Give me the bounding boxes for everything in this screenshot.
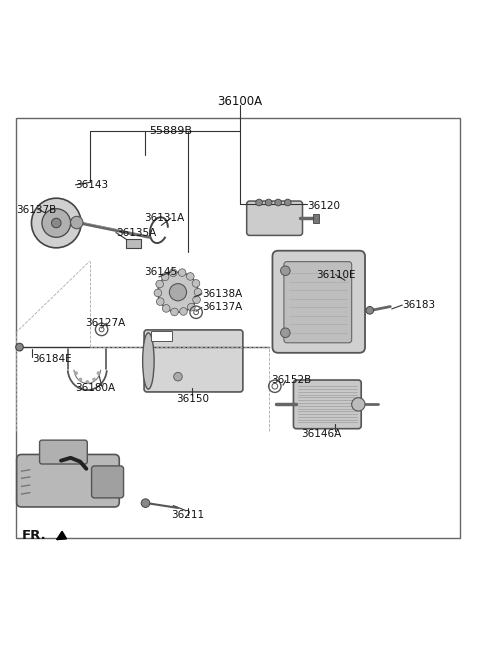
Text: 36180A: 36180A [75, 382, 116, 393]
FancyBboxPatch shape [151, 331, 172, 341]
Circle shape [174, 373, 182, 381]
Circle shape [162, 304, 170, 312]
Circle shape [156, 280, 164, 288]
Circle shape [366, 306, 373, 314]
Text: 36131A: 36131A [144, 213, 185, 223]
Circle shape [161, 273, 169, 281]
Circle shape [154, 289, 162, 297]
Text: 36150: 36150 [176, 394, 209, 403]
Circle shape [171, 308, 178, 316]
Text: 36137B: 36137B [16, 205, 56, 215]
Circle shape [178, 269, 186, 276]
Text: 36135A: 36135A [116, 228, 156, 237]
Circle shape [352, 398, 365, 411]
Text: 36152B: 36152B [271, 375, 311, 386]
FancyBboxPatch shape [293, 380, 361, 428]
Circle shape [281, 266, 290, 276]
Circle shape [16, 343, 24, 351]
FancyBboxPatch shape [247, 201, 302, 236]
Circle shape [281, 328, 290, 338]
Circle shape [51, 218, 61, 228]
Text: 36143: 36143 [75, 180, 108, 190]
FancyBboxPatch shape [144, 330, 243, 392]
Circle shape [79, 378, 83, 381]
Circle shape [188, 303, 195, 311]
Text: 36127A: 36127A [85, 318, 125, 328]
Text: 36211: 36211 [171, 510, 204, 520]
Circle shape [194, 289, 202, 296]
Text: 36146A: 36146A [301, 429, 341, 439]
Text: 36100A: 36100A [217, 95, 263, 108]
FancyBboxPatch shape [17, 455, 119, 507]
Circle shape [169, 269, 177, 277]
Circle shape [85, 380, 89, 384]
Text: 36110E: 36110E [316, 270, 356, 279]
FancyBboxPatch shape [92, 466, 123, 498]
Circle shape [156, 298, 164, 306]
Circle shape [92, 378, 96, 381]
Circle shape [256, 199, 263, 206]
FancyBboxPatch shape [39, 440, 87, 464]
FancyBboxPatch shape [313, 214, 319, 222]
FancyBboxPatch shape [273, 251, 365, 353]
Text: 36120: 36120 [307, 201, 340, 211]
Circle shape [275, 199, 281, 206]
Circle shape [180, 308, 187, 316]
Text: 36184E: 36184E [33, 354, 72, 364]
Text: FR.: FR. [22, 529, 46, 542]
Text: 36183: 36183 [402, 300, 435, 310]
Circle shape [141, 499, 150, 508]
FancyBboxPatch shape [284, 262, 352, 343]
Circle shape [265, 199, 272, 206]
Circle shape [192, 279, 200, 287]
Circle shape [32, 198, 81, 248]
FancyBboxPatch shape [16, 118, 459, 538]
Circle shape [71, 216, 83, 229]
Circle shape [158, 272, 198, 312]
Text: 36138A: 36138A [202, 289, 242, 298]
Circle shape [193, 296, 200, 304]
Circle shape [169, 283, 187, 301]
Text: 55889B: 55889B [149, 127, 192, 136]
Circle shape [96, 371, 100, 375]
Ellipse shape [143, 333, 154, 389]
Text: 36137A: 36137A [202, 302, 242, 312]
Text: 36145: 36145 [144, 267, 178, 277]
Circle shape [74, 371, 78, 375]
Circle shape [284, 199, 291, 206]
FancyBboxPatch shape [126, 239, 141, 249]
Circle shape [187, 273, 194, 280]
Circle shape [42, 209, 71, 237]
